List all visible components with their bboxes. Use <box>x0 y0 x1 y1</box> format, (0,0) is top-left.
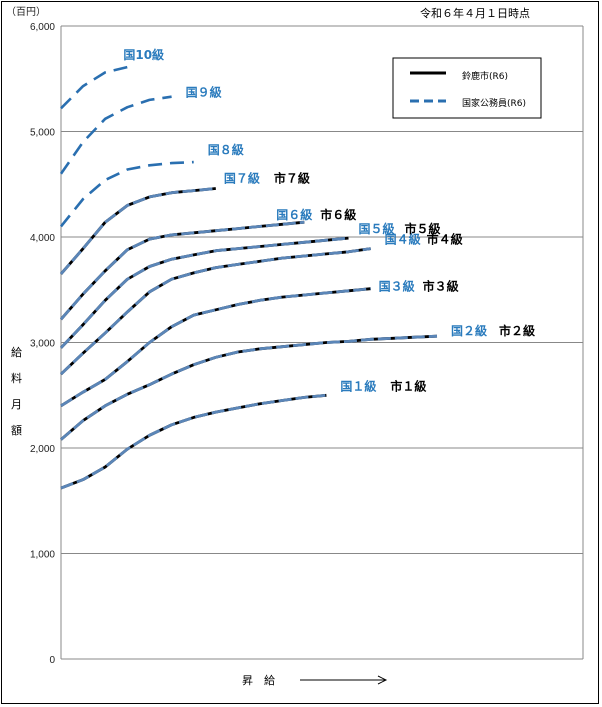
y-axis-label-char: 額 <box>11 424 22 437</box>
series-line-national-9 <box>59 95 172 175</box>
series-line-city-3 <box>60 287 371 407</box>
series-label-city: 市５級 <box>405 221 441 236</box>
series-label-national: 国２級 <box>451 323 487 338</box>
y-axis-label-char: 月 <box>11 398 22 411</box>
legend: 鈴鹿市(R6) 国家公務員(R6) <box>392 57 542 119</box>
series-label-national: 国４級 <box>385 232 421 247</box>
series-label-city: 市４級 <box>427 232 463 247</box>
series-line-national-7 <box>59 187 216 275</box>
series-label-city: 市７級 <box>274 170 310 185</box>
series-line-national-4 <box>60 247 371 376</box>
y-tick-labels: 0 1,000 2,000 3,000 4,000 5,000 6,000 <box>30 22 55 666</box>
y-tick-label: 5,000 <box>30 128 55 139</box>
legend-box <box>392 57 542 119</box>
series-label-national: 国８級 <box>208 142 244 157</box>
series-label-national: 国10級 <box>123 47 164 62</box>
y-tick-label: 1,000 <box>30 550 55 561</box>
y-tick-label: 0 <box>49 655 55 666</box>
series-label-city: 市６級 <box>320 207 356 222</box>
series-label-national: 国５級 <box>359 221 395 236</box>
series-line-national-5 <box>59 236 349 349</box>
legend-label-national: 国家公務員(R6) <box>462 97 526 109</box>
y-axis-label-char: 給 <box>11 345 22 359</box>
series-label-national: 国７級 <box>224 170 260 185</box>
y-tick-label: 2,000 <box>30 444 55 455</box>
legend-label-city: 鈴鹿市(R6) <box>462 70 508 82</box>
series-line-national-1 <box>60 393 327 490</box>
series-label-national: 国６級 <box>276 207 312 222</box>
y-tick-label: 3,000 <box>30 339 55 350</box>
series-label-city: 市２級 <box>499 323 535 338</box>
date-note: 令和６年４月１日時点 <box>420 6 530 20</box>
series-labels: 国１級 市１級 国２級 市２級 国３級 市３級 国４級 市４級 国５級 市５級 国６級 市６級 国７級市… <box>123 47 535 393</box>
series-line-national-2 <box>60 334 438 441</box>
unit-label: （百円） <box>6 6 46 18</box>
series-label-national: 国３級 <box>379 279 415 294</box>
series-line-national-3 <box>60 287 371 407</box>
series-lines <box>59 65 438 490</box>
series-label-city: 市３級 <box>423 279 459 294</box>
y-axis-label-char: 料 <box>11 371 22 385</box>
x-axis-arrow <box>300 675 388 685</box>
gridlines <box>60 25 584 660</box>
series-line-national-6 <box>59 220 305 321</box>
series-line-national-8 <box>59 160 194 228</box>
series-label-national: 国９級 <box>186 85 222 100</box>
series-label-city: 市１級 <box>390 378 426 393</box>
y-tick-label: 4,000 <box>30 233 55 244</box>
series-line-national-10 <box>60 65 128 110</box>
series-label-national: 国１級 <box>340 378 376 393</box>
y-tick-label: 6,000 <box>30 22 55 33</box>
x-axis-label: 昇 給 <box>242 673 275 687</box>
